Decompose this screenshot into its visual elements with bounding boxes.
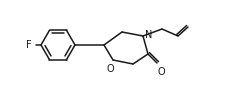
Text: O: O xyxy=(158,67,166,77)
Text: F: F xyxy=(26,40,32,50)
Text: O: O xyxy=(106,64,114,74)
Text: N: N xyxy=(145,30,152,40)
